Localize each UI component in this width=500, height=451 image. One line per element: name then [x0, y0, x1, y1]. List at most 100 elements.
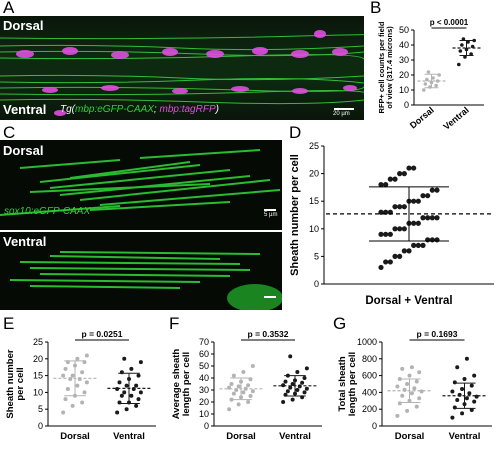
chart-f-ytick-label-1: 10	[199, 409, 209, 419]
chart-f-point-ventral	[288, 354, 293, 359]
chart-b-point-ventral	[472, 38, 476, 43]
chart-f-point-dorsal	[250, 364, 255, 368]
chart-b-ytick-label-2: 20	[399, 70, 409, 80]
chart-d-ylabel: Sheath number per cell	[289, 154, 301, 276]
panel-letter-c: C	[3, 123, 16, 142]
chart-f-point-dorsal	[246, 400, 251, 404]
chart-f-point-dorsal	[227, 407, 232, 412]
chart-f-ylabel: Average sheathlength per cell	[171, 349, 192, 420]
chart-e-point-ventral	[122, 390, 127, 395]
chart-e-point-ventral	[115, 387, 120, 392]
chart-e-point-dorsal	[61, 410, 66, 415]
chart-f-point-ventral	[288, 385, 293, 390]
chart-e-ytick-label-0: 0	[38, 421, 43, 431]
micrograph-c-bottom-label: Ventral	[3, 234, 47, 249]
chart-d-point	[387, 176, 393, 182]
chart-d-point	[378, 264, 384, 271]
chart-b: 0 10 20 30 40 50 RFP+ cell counts per fieldof …	[377, 18, 484, 132]
chart-g-point-ventral	[450, 389, 455, 394]
chart-d-ytick-label-0: 0	[314, 279, 319, 289]
chart-d-point	[434, 237, 440, 243]
chart-e-ytick-label-3: 15	[33, 371, 43, 381]
chart-g-point-dorsal	[395, 384, 400, 389]
micrograph-a-top-label: Dorsal	[3, 18, 44, 33]
chart-f-point-dorsal	[241, 390, 246, 395]
chart-e-point-ventral	[134, 383, 139, 388]
chart-b-ytick-label-3: 30	[399, 55, 409, 65]
chart-g-point-dorsal	[409, 365, 414, 370]
micrograph-c-scalebar	[264, 209, 276, 211]
chart-e-point-ventral	[136, 373, 141, 378]
chart-f-point-ventral	[295, 388, 300, 392]
chart-d-point	[425, 193, 431, 199]
chart-f-point-ventral	[290, 382, 295, 386]
micrograph-a-fibers	[0, 16, 364, 120]
chart-g-point-ventral	[450, 415, 455, 420]
chart-g-ytick-label-5: 1000	[357, 337, 377, 347]
chart-f-ytick-label-3: 30	[199, 385, 209, 395]
chart-e-point-ventral	[117, 380, 122, 385]
chart-e-point-dorsal	[80, 370, 85, 375]
chart-d-point	[406, 248, 412, 254]
chart-f-xtick-label-0: Dorsal	[226, 431, 256, 442]
chart-e-ytick-label-2: 10	[33, 387, 43, 397]
chart-g-point-ventral	[472, 373, 477, 378]
chart-g-ytick-label-4: 800	[362, 354, 377, 364]
chart-b-ylabel-line: RFP+ cell counts per field	[377, 21, 386, 113]
chart-g-pvalue: p = 0.1693	[417, 330, 458, 339]
panel-letter-d: D	[289, 123, 302, 142]
chart-e-point-dorsal	[65, 387, 70, 392]
chart-d-point	[401, 226, 407, 232]
chart-g-point-ventral	[464, 396, 469, 401]
chart-d-point	[429, 215, 435, 221]
micrograph-c-ventral-fibers	[0, 232, 282, 310]
chart-f-ytick-label-7: 70	[199, 337, 209, 347]
chart-f-point-dorsal	[229, 382, 234, 386]
chart-d-point	[397, 226, 403, 232]
micrograph-c-ventral: Ventral	[0, 232, 282, 310]
chart-d-point	[397, 171, 403, 177]
chart-e-ylabel: Sheath numberper cell	[5, 349, 26, 418]
chart-e-xtick-label-0: Dorsal	[60, 431, 90, 442]
chart-b-xtick-label-0: Dorsal	[408, 105, 436, 131]
chart-e-point-ventral	[136, 397, 141, 402]
panel-letter-f: F	[169, 314, 180, 333]
chart-d-point	[434, 187, 440, 193]
chart-e: 0 5 10 15 20 25 Sheath numberper cell Dorsal Ven…	[5, 330, 156, 442]
chart-d-point	[392, 226, 398, 232]
chart-f-point-dorsal	[241, 370, 246, 374]
chart-d-point	[415, 198, 421, 204]
chart-f-point-ventral	[290, 397, 295, 402]
chart-d-point	[425, 237, 431, 243]
chart-f-point-ventral	[285, 389, 290, 394]
chart-b-pvalue: p < 0.0001	[430, 18, 469, 27]
chart-g-point-dorsal	[412, 386, 417, 391]
chart-d-ytick-label-5: 25	[309, 141, 319, 151]
chart-g-point-dorsal	[397, 401, 402, 406]
chart-d-point	[406, 165, 412, 171]
micrograph-c-dorsal: Dorsal sox10:eGFP-CAAX 5 µm	[0, 140, 282, 230]
micrograph-a-scalebar-label: 20 µm	[333, 111, 350, 117]
chart-g-point-dorsal	[414, 379, 419, 384]
chart-f-point-ventral	[302, 390, 307, 395]
chart-g-point-ventral	[469, 383, 474, 388]
chart-f-point-ventral	[281, 400, 286, 404]
chart-g-point-dorsal	[407, 373, 412, 378]
chart-f-ytick-label-0: 0	[204, 421, 209, 431]
micrograph-c-dorsal-fibers	[0, 140, 282, 230]
chart-g-point-ventral	[452, 405, 457, 410]
micrograph-a-bottom-label: Ventral	[3, 102, 47, 117]
chart-g-xtick-label-1: Ventral	[449, 431, 481, 442]
chart-b-ylabel-line: of view (317.4 microns)	[385, 26, 394, 109]
chart-g-point-dorsal	[400, 393, 405, 398]
chart-b-ylabel: RFP+ cell counts per fieldof view (317.4…	[377, 21, 394, 113]
chart-d-ytick-label-3: 15	[309, 196, 319, 206]
chart-e-point-dorsal	[84, 353, 89, 358]
chart-d-point	[387, 259, 393, 265]
chart-e-ytick-label-5: 25	[33, 337, 43, 347]
chart-g-ylabel-line: length per cell	[347, 352, 358, 416]
chart-d-point	[383, 231, 389, 237]
chart-f-point-dorsal	[236, 384, 241, 389]
chart-f: 0 10 20 30 40 50 60 70 Average sheathlength per …	[171, 330, 322, 442]
panel-letter-g: G	[333, 314, 347, 333]
